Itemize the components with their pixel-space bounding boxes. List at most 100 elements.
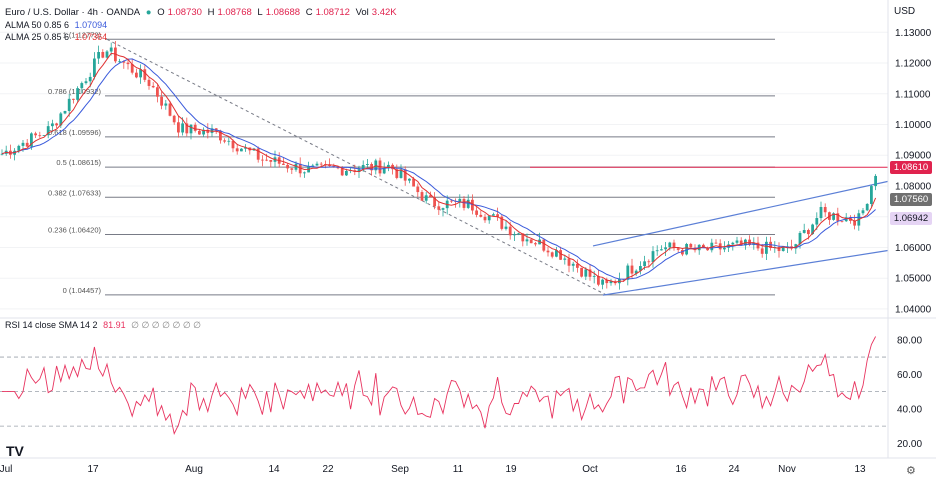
candle-body <box>38 135 42 137</box>
candle-body <box>408 178 411 181</box>
candle-body <box>807 229 810 235</box>
price-tick-label: 1.12000 <box>895 59 932 70</box>
time-axis-label: Oct <box>582 464 598 475</box>
price-tick-label: 1.04000 <box>895 304 932 315</box>
candle-body <box>105 51 109 58</box>
candle-body <box>67 98 71 111</box>
rsi-tick-label: 80.00 <box>897 335 922 346</box>
candle-body <box>168 103 172 116</box>
candle-body <box>135 72 138 78</box>
candle-body <box>206 129 210 133</box>
candle-body <box>664 247 667 250</box>
candle-body <box>164 103 168 106</box>
channel-upper-line <box>592 180 889 247</box>
price-tick-label: 1.11000 <box>895 89 931 100</box>
candle-body <box>219 130 222 141</box>
candle-body <box>676 248 680 250</box>
candle-body <box>214 128 218 131</box>
fib-level-label: 0 (1.04457) <box>63 286 102 295</box>
candle-body <box>668 242 672 248</box>
candle-body <box>689 243 693 248</box>
candle-body <box>420 192 424 201</box>
time-axis-label: 14 <box>268 464 280 475</box>
candle-body <box>601 279 604 285</box>
candle-body <box>395 169 399 178</box>
candle-body <box>340 168 344 176</box>
candle-body <box>25 142 29 147</box>
fib-level-label: 1 (1.12772) <box>63 30 102 39</box>
candle-body <box>487 215 491 221</box>
candle-body <box>227 140 231 142</box>
price-tick-label: 1.09000 <box>895 151 932 162</box>
candle-body <box>223 140 226 142</box>
symbol-legend[interactable]: Euro / U.S. Dollar · 4h · OANDA ● O 1.087… <box>5 7 400 18</box>
candle-body <box>496 214 499 217</box>
candle-body <box>269 159 273 162</box>
candle-body <box>836 213 840 221</box>
candle-body <box>685 243 688 255</box>
candle-body <box>840 220 844 222</box>
alma25-legend[interactable]: ALMA 25 0.85 6 1.07364 <box>5 32 110 42</box>
candle-body <box>88 76 92 82</box>
candle-body <box>580 267 583 277</box>
candle-body <box>433 197 436 207</box>
candle-body <box>315 163 319 166</box>
rsi-tick-label: 60.00 <box>897 370 922 381</box>
candle-body <box>739 240 743 246</box>
settings-gear-icon[interactable]: ⚙ <box>906 465 916 477</box>
candle-body <box>93 58 96 77</box>
candle-body <box>794 244 798 249</box>
candle-body <box>139 69 142 78</box>
rsi-legend[interactable]: RSI 14 close SMA 14 2 81.91 ∅ ∅ ∅ ∅ ∅ ∅ … <box>5 320 204 331</box>
candle-body <box>399 169 403 178</box>
candle-body <box>630 265 634 274</box>
candle-body <box>823 207 827 213</box>
candle-body <box>853 220 856 226</box>
tradingview-logo[interactable]: TV <box>6 443 24 459</box>
candle-body <box>328 164 331 167</box>
candle-body <box>870 186 873 204</box>
candle-body <box>143 69 147 80</box>
time-axis-label: Sep <box>391 464 409 475</box>
alma50-legend[interactable]: ALMA 50 0.85 6 1.07094 <box>5 20 110 30</box>
candle-body <box>387 164 390 169</box>
candle-body <box>202 129 205 135</box>
candle-body <box>588 269 592 277</box>
candle-body <box>80 83 84 89</box>
time-axis-label: 24 <box>728 464 740 475</box>
candle-body <box>193 124 197 131</box>
fib-level-label: 0.786 (1.10932) <box>48 87 101 96</box>
candle-body <box>0 153 4 155</box>
candle-body <box>559 250 562 260</box>
candle-body <box>702 244 705 248</box>
candle-body <box>462 198 466 208</box>
candle-body <box>765 241 768 254</box>
candle-body <box>471 199 474 211</box>
candle-body <box>777 247 781 252</box>
alma50-label: ALMA 50 0.85 6 <box>5 20 70 30</box>
candle-body <box>181 123 184 133</box>
candle-body <box>802 229 806 233</box>
candle-body <box>290 168 294 170</box>
candle-body <box>597 275 600 285</box>
candle-body <box>336 167 340 169</box>
price-tag: 1.07560 <box>890 193 932 206</box>
candle-body <box>34 133 37 136</box>
candle-body <box>17 145 21 151</box>
candle-body <box>429 195 432 198</box>
candle-body <box>458 198 462 202</box>
currency-label[interactable]: USD <box>894 6 916 17</box>
candle-body <box>235 148 239 152</box>
candle-body <box>76 88 79 100</box>
candle-body <box>492 214 495 216</box>
candle-body <box>130 64 134 73</box>
time-axis-label: 17 <box>87 464 99 475</box>
candle-body <box>244 147 247 149</box>
candle-body <box>861 210 865 214</box>
candle-body <box>655 250 659 252</box>
time-axis-label: 16 <box>675 464 687 475</box>
vol-value: 3.42K <box>371 7 397 18</box>
rsi-tick-label: 40.00 <box>897 404 922 415</box>
